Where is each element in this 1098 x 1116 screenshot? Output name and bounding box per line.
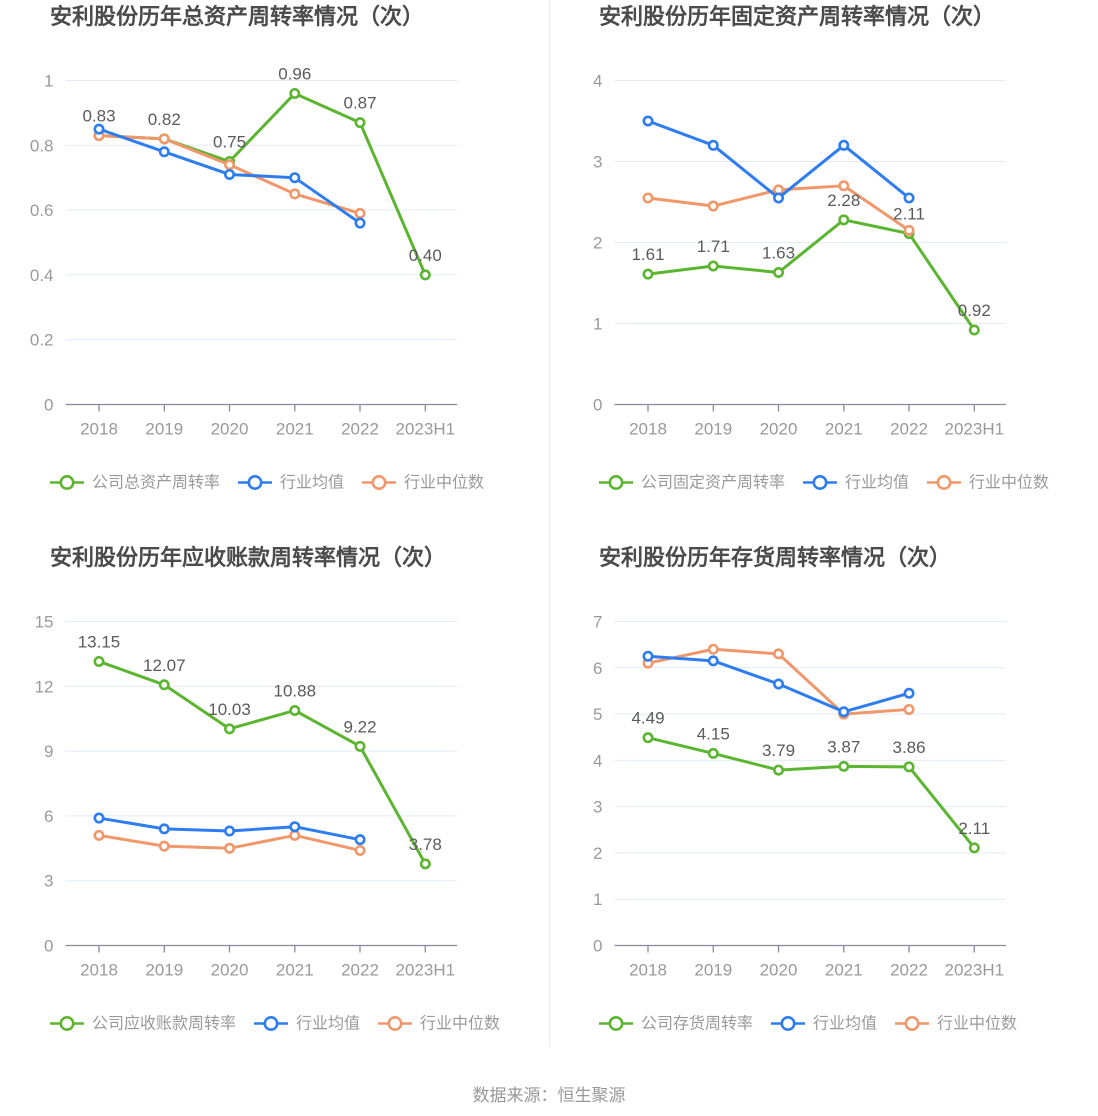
svg-text:0.96: 0.96: [278, 64, 311, 83]
svg-text:9.22: 9.22: [343, 717, 376, 736]
svg-text:4.49: 4.49: [631, 709, 664, 728]
svg-text:2022: 2022: [890, 420, 928, 439]
svg-text:1: 1: [44, 72, 53, 91]
svg-text:2023H1: 2023H1: [396, 420, 456, 439]
svg-text:5: 5: [593, 705, 602, 724]
svg-text:安利股份历年存货周转率情况（次）: 安利股份历年存货周转率情况（次）: [599, 545, 951, 570]
svg-text:0: 0: [593, 937, 602, 956]
svg-text:3.86: 3.86: [892, 738, 925, 757]
svg-text:行业均值: 行业均值: [296, 1015, 360, 1033]
svg-text:公司存货周转率: 公司存货周转率: [641, 1015, 753, 1033]
svg-text:0.87: 0.87: [343, 94, 376, 113]
svg-text:公司总资产周转率: 公司总资产周转率: [92, 474, 220, 492]
svg-text:行业中位数: 行业中位数: [420, 1015, 500, 1033]
svg-text:0.2: 0.2: [30, 331, 54, 350]
svg-text:2023H1: 2023H1: [945, 420, 1005, 439]
svg-text:6: 6: [593, 659, 602, 678]
svg-text:行业中位数: 行业中位数: [937, 1015, 1017, 1033]
svg-text:1: 1: [593, 890, 602, 909]
svg-text:行业中位数: 行业中位数: [969, 474, 1049, 492]
svg-text:3: 3: [44, 872, 53, 891]
svg-text:0.75: 0.75: [213, 133, 246, 152]
svg-text:2022: 2022: [341, 961, 379, 980]
svg-text:2021: 2021: [276, 961, 314, 980]
svg-text:1.71: 1.71: [697, 237, 730, 256]
svg-text:0.40: 0.40: [409, 246, 442, 265]
svg-text:0.4: 0.4: [30, 266, 54, 285]
svg-text:2023H1: 2023H1: [396, 961, 456, 980]
svg-text:2020: 2020: [760, 961, 798, 980]
svg-text:7: 7: [593, 613, 602, 632]
svg-text:2023H1: 2023H1: [945, 961, 1005, 980]
svg-text:2018: 2018: [80, 961, 118, 980]
svg-text:12: 12: [35, 677, 54, 696]
svg-text:0: 0: [44, 396, 53, 415]
svg-text:2.28: 2.28: [827, 191, 860, 210]
svg-text:2022: 2022: [341, 420, 379, 439]
svg-text:2019: 2019: [145, 961, 183, 980]
svg-text:公司应收账款周转率: 公司应收账款周转率: [92, 1014, 236, 1033]
svg-text:行业均值: 行业均值: [813, 1015, 877, 1033]
svg-text:行业均值: 行业均值: [845, 474, 909, 492]
svg-text:2018: 2018: [629, 420, 667, 439]
svg-text:10.03: 10.03: [208, 700, 251, 719]
svg-text:行业中位数: 行业中位数: [404, 474, 484, 492]
svg-text:行业均值: 行业均值: [280, 474, 344, 492]
svg-text:6: 6: [44, 807, 53, 826]
svg-text:2018: 2018: [80, 420, 118, 439]
svg-text:0.83: 0.83: [82, 107, 115, 126]
svg-text:0.6: 0.6: [30, 201, 54, 220]
svg-text:2022: 2022: [890, 961, 928, 980]
svg-text:9: 9: [44, 742, 53, 761]
svg-text:2021: 2021: [825, 961, 863, 980]
svg-text:2019: 2019: [694, 420, 732, 439]
svg-text:安利股份历年固定资产周转率情况（次）: 安利股份历年固定资产周转率情况（次）: [599, 4, 995, 29]
svg-text:2021: 2021: [276, 420, 314, 439]
svg-text:安利股份历年应收账款周转率情况（次）: 安利股份历年应收账款周转率情况（次）: [50, 545, 446, 570]
svg-text:公司固定资产周转率: 公司固定资产周转率: [641, 474, 785, 492]
svg-text:13.15: 13.15: [78, 632, 121, 651]
svg-text:2020: 2020: [760, 420, 798, 439]
svg-text:4: 4: [593, 72, 602, 91]
svg-text:3: 3: [593, 798, 602, 817]
svg-text:0.92: 0.92: [958, 301, 991, 320]
svg-text:12.07: 12.07: [143, 656, 186, 675]
svg-text:10.88: 10.88: [274, 681, 317, 700]
svg-text:2021: 2021: [825, 420, 863, 439]
svg-text:0: 0: [593, 396, 602, 415]
svg-text:2020: 2020: [211, 420, 249, 439]
svg-text:2019: 2019: [145, 420, 183, 439]
svg-text:2.11: 2.11: [893, 205, 925, 224]
svg-text:15: 15: [35, 613, 54, 632]
svg-text:3.78: 3.78: [409, 835, 442, 854]
svg-text:4: 4: [593, 751, 602, 770]
svg-text:2: 2: [593, 234, 602, 253]
svg-text:2019: 2019: [694, 961, 732, 980]
svg-text:0.82: 0.82: [148, 110, 181, 129]
svg-text:1.63: 1.63: [762, 243, 795, 262]
svg-text:1: 1: [593, 315, 602, 334]
svg-text:3: 3: [593, 153, 602, 172]
svg-text:0.8: 0.8: [30, 136, 54, 155]
svg-text:1.61: 1.61: [631, 245, 664, 264]
svg-text:2.11: 2.11: [958, 819, 990, 838]
svg-text:2018: 2018: [629, 961, 667, 980]
svg-text:4.15: 4.15: [697, 724, 730, 743]
svg-text:安利股份历年总资产周转率情况（次）: 安利股份历年总资产周转率情况（次）: [50, 4, 424, 29]
svg-text:2: 2: [593, 844, 602, 863]
svg-text:2020: 2020: [211, 961, 249, 980]
svg-text:0: 0: [44, 937, 53, 956]
svg-text:3.87: 3.87: [827, 737, 860, 756]
svg-text:3.79: 3.79: [762, 741, 795, 760]
